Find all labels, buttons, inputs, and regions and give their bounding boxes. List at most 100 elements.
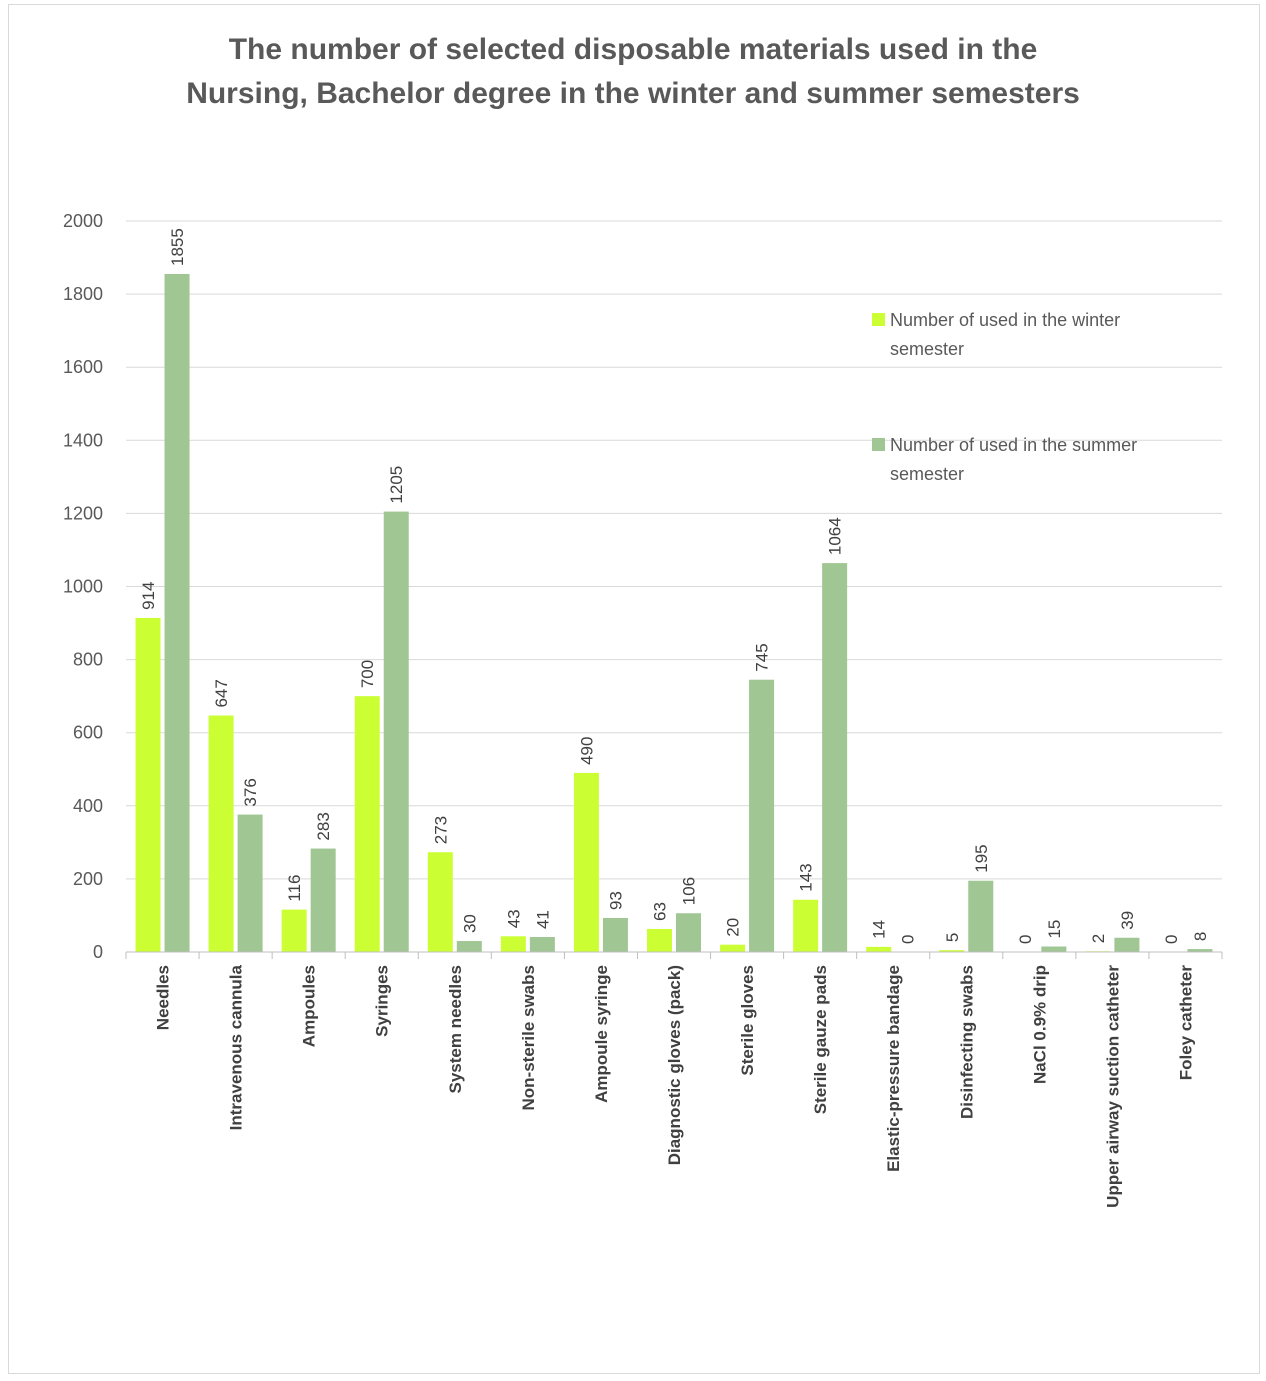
data-label: 195	[972, 844, 991, 872]
data-label: 20	[724, 918, 743, 937]
y-tick-label: 1600	[63, 357, 103, 377]
data-label: 700	[358, 660, 377, 688]
data-label: 1064	[826, 517, 845, 555]
category-label: Ampoule syringe	[592, 965, 611, 1103]
data-label: 283	[314, 812, 333, 840]
category-label: System needles	[446, 965, 465, 1094]
y-tick-label: 400	[73, 796, 103, 816]
bar-summer	[968, 880, 994, 952]
bar-winter	[281, 909, 307, 952]
data-label: 106	[680, 877, 699, 905]
bar-summer	[456, 941, 482, 952]
bar-summer	[164, 273, 190, 952]
legend-label: Number of used in the summer	[890, 435, 1137, 455]
bar-winter	[573, 772, 599, 952]
y-tick-label: 2000	[63, 211, 103, 231]
x-axis	[125, 951, 1223, 959]
category-label: Foley catheter	[1176, 965, 1195, 1081]
category-label: NaCl 0.9% drip	[1030, 965, 1049, 1084]
data-label: 0	[1162, 935, 1181, 944]
data-label: 745	[753, 643, 772, 671]
data-label: 14	[870, 920, 889, 939]
bar-summer	[383, 511, 409, 952]
data-label: 376	[241, 778, 260, 806]
bar-winter	[208, 715, 234, 952]
data-labels: 914 1855 647 376 116 283 700 1205 273 30 43 41 490 93…	[139, 228, 1210, 944]
bar-winter	[720, 944, 746, 952]
data-label: 914	[139, 582, 158, 610]
chart-frame	[8, 4, 1260, 1374]
data-label: 41	[533, 910, 552, 929]
bar-summer	[676, 913, 701, 952]
bar-summer	[822, 563, 848, 952]
bar-summer	[310, 848, 336, 952]
category-label: Ampoules	[300, 965, 319, 1047]
data-label: 30	[460, 914, 479, 933]
data-label: 43	[504, 909, 523, 928]
bar-winter	[793, 899, 819, 952]
y-tick-label: 200	[73, 869, 103, 889]
bar-summer	[1187, 949, 1213, 952]
bars	[135, 273, 1213, 952]
y-tick-label: 1400	[63, 430, 103, 450]
legend: Number of used in the winter semester Numb…	[872, 310, 1137, 484]
data-label: 8	[1191, 932, 1210, 941]
category-label: Disinfecting swabs	[957, 965, 976, 1119]
bar-summer	[749, 679, 775, 952]
bar-winter	[354, 696, 380, 952]
data-label: 0	[1016, 935, 1035, 944]
y-tick-label: 600	[73, 723, 103, 743]
bar-winter	[427, 852, 453, 952]
data-label: 273	[431, 816, 450, 844]
legend-label: semester	[890, 339, 964, 359]
bar-winter	[939, 950, 965, 952]
data-label: 143	[797, 863, 816, 891]
category-label: Sterile gloves	[738, 965, 757, 1076]
bar-summer	[602, 918, 628, 952]
bar-winter	[135, 617, 161, 952]
category-label: Intravenous cannula	[227, 964, 246, 1130]
bar-summer	[529, 937, 555, 952]
bar-winter	[647, 928, 672, 952]
bar-summer	[1114, 937, 1140, 952]
data-label: 647	[212, 679, 231, 707]
y-tick-label: 1200	[63, 503, 103, 523]
chart-title-line-1: The number of selected disposable materi…	[228, 33, 1038, 66]
data-label: 0	[899, 935, 918, 944]
data-label: 93	[606, 891, 625, 910]
y-tick-label: 0	[93, 942, 103, 962]
y-tick-label: 800	[73, 650, 103, 670]
legend-label: Number of used in the winter	[890, 310, 1120, 330]
y-axis-tick-labels: 0 200 400 600 800 1000 1200 1400 1600 1800 2000	[63, 211, 103, 962]
data-label: 490	[577, 737, 596, 765]
data-label: 2	[1089, 934, 1108, 943]
data-label: 116	[285, 874, 304, 901]
category-label: Non-sterile swabs	[519, 965, 538, 1111]
bar-summer	[1041, 946, 1067, 952]
category-label: Elastic-pressure bandage	[884, 965, 903, 1172]
data-label: 63	[651, 902, 670, 921]
chart-title: The number of selected disposable materi…	[0, 28, 1266, 116]
category-label: Syringes	[373, 965, 392, 1037]
data-label: 15	[1045, 920, 1064, 939]
y-tick-label: 1800	[63, 284, 103, 304]
category-label: Sterile gauze pads	[811, 965, 830, 1114]
category-label: Upper airway suction catheter	[1103, 965, 1122, 1208]
chart-title-line-2: Nursing, Bachelor degree in the winter a…	[186, 77, 1080, 110]
legend-marker-summer	[872, 438, 885, 451]
gridlines	[126, 220, 1222, 880]
data-label: 39	[1118, 911, 1137, 930]
legend-marker-winter	[872, 313, 885, 326]
bar-winter	[866, 946, 892, 952]
x-axis-category-labels: Needles Intravenous cannula Ampoules Syring…	[154, 964, 1196, 1207]
y-tick-label: 1000	[63, 577, 103, 597]
bar-winter	[500, 936, 526, 952]
category-label: Diagnostic gloves (pack)	[665, 965, 684, 1165]
bar-summer	[237, 814, 263, 952]
legend-label: semester	[890, 464, 964, 484]
data-label: 1205	[387, 466, 406, 504]
data-label: 5	[943, 933, 962, 942]
category-label: Needles	[154, 965, 173, 1030]
data-label: 1855	[168, 228, 187, 266]
